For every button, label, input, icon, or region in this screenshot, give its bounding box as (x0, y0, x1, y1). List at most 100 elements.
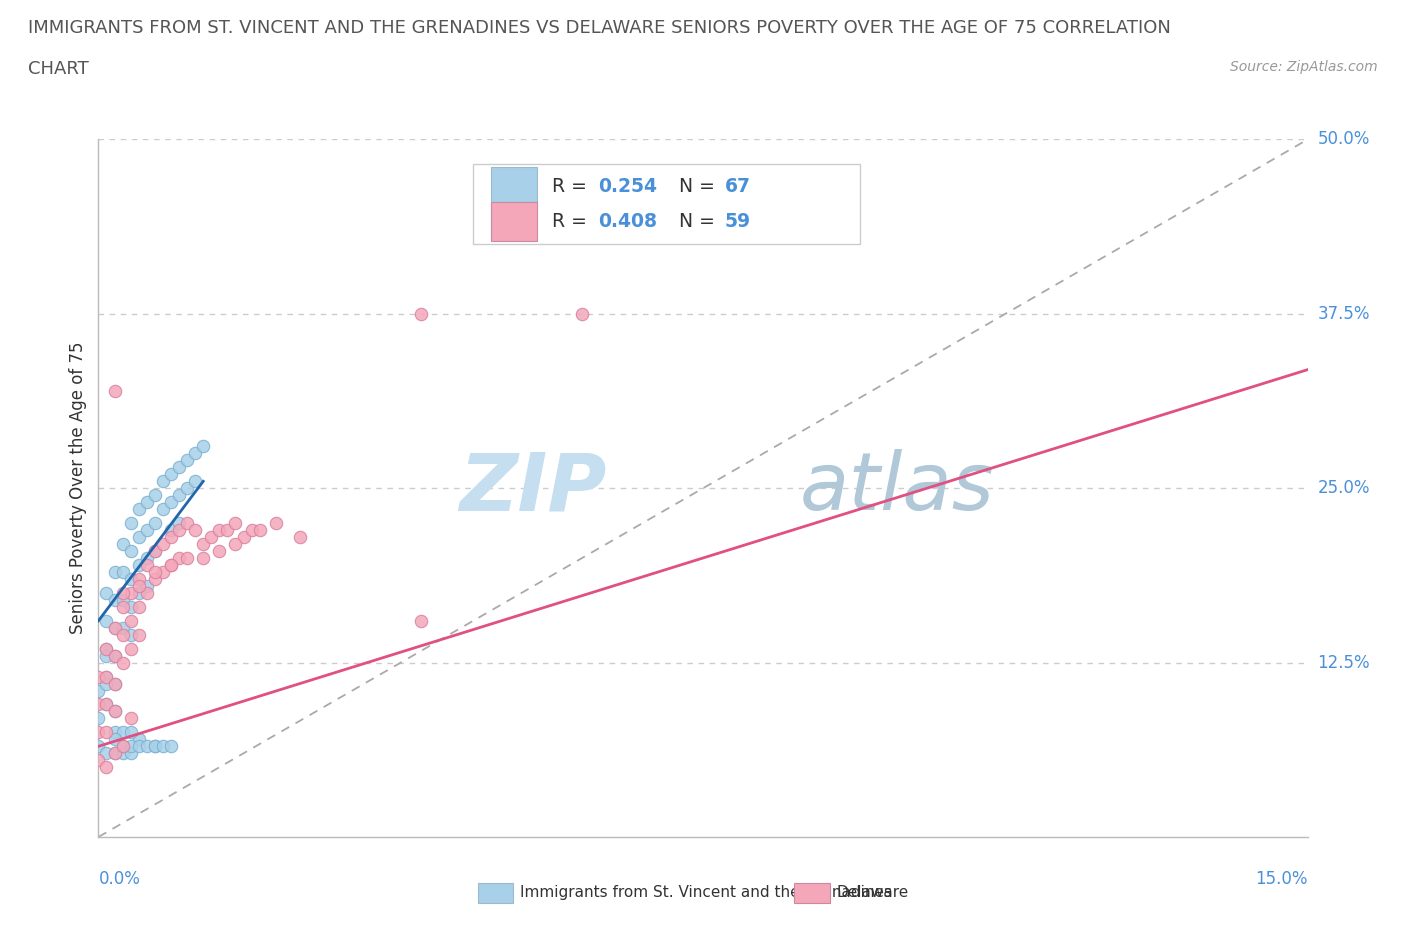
Point (160, 530, 183, 545)
Point (167, 523, 190, 538)
Point (128, 502, 150, 517)
Point (103, 704, 125, 719)
Point (160, 558, 183, 573)
Point (160, 467, 183, 482)
Text: R =: R = (551, 212, 593, 232)
Point (143, 543, 166, 558)
Point (96, 670, 118, 684)
Point (135, 558, 157, 573)
Point (152, 565, 174, 579)
Point (176, 551, 198, 565)
Point (111, 600, 134, 615)
Text: 59: 59 (724, 212, 751, 232)
Point (135, 578, 157, 593)
Point (96, 760, 118, 775)
Point (87, 711, 110, 725)
Point (135, 495, 157, 510)
Text: 37.5%: 37.5% (1317, 305, 1369, 323)
Text: 50.0%: 50.0% (1317, 130, 1369, 149)
Point (111, 586, 134, 601)
Point (103, 565, 125, 579)
Point (143, 571, 166, 587)
Point (103, 725, 125, 740)
Point (152, 502, 174, 517)
Point (103, 704, 125, 719)
Point (128, 558, 150, 573)
Point (96, 648, 118, 663)
Point (103, 592, 125, 607)
Point (167, 551, 190, 565)
Point (167, 515, 190, 530)
Point (232, 530, 254, 545)
Point (120, 725, 142, 740)
Point (103, 620, 125, 635)
Text: atlas: atlas (800, 449, 994, 527)
Point (103, 676, 125, 691)
Text: 0.254: 0.254 (598, 177, 657, 196)
Point (111, 738, 134, 753)
Point (409, 614, 432, 629)
Point (128, 628, 150, 643)
Point (176, 481, 198, 496)
Point (135, 738, 157, 753)
Point (264, 515, 287, 530)
Point (111, 592, 134, 607)
Point (128, 738, 150, 753)
Point (111, 746, 134, 761)
Point (111, 725, 134, 740)
Point (224, 515, 246, 530)
Text: 25.0%: 25.0% (1317, 479, 1369, 498)
Point (111, 620, 134, 635)
Point (103, 676, 125, 691)
Point (184, 445, 207, 460)
Point (103, 383, 125, 398)
Point (103, 648, 125, 663)
Point (160, 523, 183, 538)
Point (120, 515, 142, 530)
Text: 0.0%: 0.0% (98, 870, 141, 887)
Text: CHART: CHART (28, 60, 89, 78)
Point (111, 655, 134, 670)
Point (103, 746, 125, 761)
Point (167, 460, 190, 474)
Point (120, 586, 142, 601)
Point (152, 738, 174, 753)
Point (96, 614, 118, 629)
Text: Delaware: Delaware (837, 885, 908, 900)
Point (571, 307, 593, 322)
Point (184, 474, 207, 489)
Point (87, 725, 110, 740)
Point (288, 530, 311, 545)
Point (128, 530, 150, 545)
Point (120, 628, 142, 643)
Point (120, 543, 142, 558)
Point (111, 537, 134, 551)
Point (87, 738, 110, 753)
Point (87, 753, 110, 768)
Text: Immigrants from St. Vincent and the Grenadines: Immigrants from St. Vincent and the Gren… (520, 885, 893, 900)
Text: Source: ZipAtlas.com: Source: ZipAtlas.com (1230, 60, 1378, 74)
Point (111, 565, 134, 579)
Point (87, 698, 110, 712)
Point (87, 683, 110, 698)
Point (224, 537, 246, 551)
Point (103, 620, 125, 635)
Point (96, 725, 118, 740)
Text: 12.5%: 12.5% (1317, 654, 1369, 671)
Point (193, 551, 215, 565)
Point (135, 586, 157, 601)
Point (160, 495, 183, 510)
Point (409, 307, 432, 322)
Point (184, 523, 207, 538)
Point (208, 543, 231, 558)
Point (160, 558, 183, 573)
Point (208, 523, 231, 538)
Point (96, 676, 118, 691)
Point (96, 698, 118, 712)
Point (143, 543, 166, 558)
Point (96, 642, 118, 657)
Point (176, 515, 198, 530)
Point (120, 600, 142, 615)
Text: N =: N = (679, 212, 721, 232)
Point (87, 670, 110, 684)
